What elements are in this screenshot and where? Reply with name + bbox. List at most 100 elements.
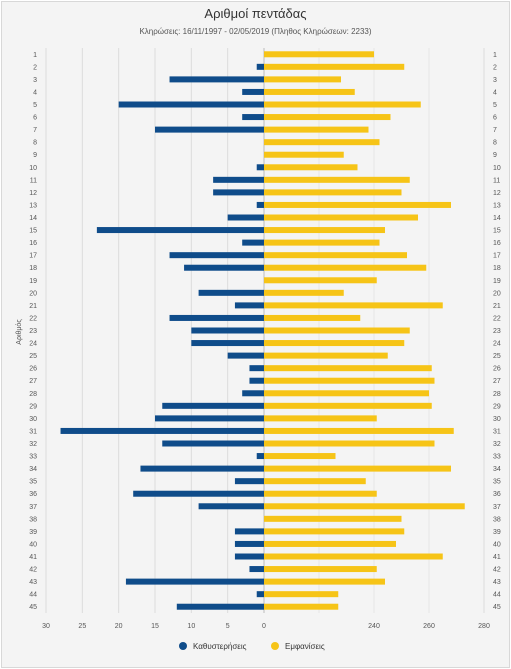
- bar-appearances-8[interactable]: [264, 139, 380, 146]
- bar-appearances-36[interactable]: [264, 490, 377, 497]
- bar-appearances-13[interactable]: [264, 201, 451, 208]
- category-label-right: 38: [493, 516, 501, 523]
- bar-appearances-4[interactable]: [264, 88, 355, 95]
- bar-appearances-9[interactable]: [264, 151, 344, 158]
- legend-item-delays[interactable]: Καθυστερήσεις: [179, 642, 247, 651]
- bar-delays-43[interactable]: [125, 578, 264, 585]
- bar-delays-24[interactable]: [191, 340, 264, 347]
- bar-appearances-1[interactable]: [264, 51, 374, 58]
- bar-appearances-22[interactable]: [264, 314, 361, 321]
- bar-delays-16[interactable]: [242, 239, 264, 246]
- bar-appearances-41[interactable]: [264, 553, 443, 560]
- bar-appearances-33[interactable]: [264, 453, 336, 460]
- bar-delays-7[interactable]: [155, 126, 264, 133]
- bar-appearances-35[interactable]: [264, 478, 366, 485]
- bar-appearances-45[interactable]: [264, 603, 339, 610]
- bar-delays-15[interactable]: [96, 227, 264, 234]
- bar-delays-28[interactable]: [242, 390, 264, 397]
- bar-appearances-6[interactable]: [264, 114, 391, 121]
- bar-appearances-27[interactable]: [264, 377, 435, 384]
- bar-appearances-40[interactable]: [264, 540, 396, 547]
- category-label-left: 5: [33, 102, 37, 109]
- bar-appearances-42[interactable]: [264, 566, 377, 573]
- bar-delays-27[interactable]: [249, 377, 264, 384]
- bar-appearances-26[interactable]: [264, 365, 432, 372]
- bar-delays-44[interactable]: [256, 591, 264, 598]
- bar-appearances-15[interactable]: [264, 227, 385, 234]
- bar-delays-13[interactable]: [256, 201, 264, 208]
- chart-title: Αριθμοί πεντάδας: [204, 6, 307, 21]
- bar-delays-3[interactable]: [169, 76, 264, 83]
- bar-delays-35[interactable]: [234, 478, 264, 485]
- bar-delays-41[interactable]: [234, 553, 264, 560]
- bar-delays-31[interactable]: [60, 427, 265, 434]
- bar-appearances-23[interactable]: [264, 327, 410, 334]
- bar-delays-5[interactable]: [118, 101, 265, 108]
- category-label-right: 19: [493, 278, 501, 285]
- bar-delays-25[interactable]: [227, 352, 264, 359]
- bar-delays-4[interactable]: [242, 88, 264, 95]
- bar-appearances-16[interactable]: [264, 239, 380, 246]
- bar-appearances-25[interactable]: [264, 352, 388, 359]
- category-label-left: 6: [33, 115, 37, 122]
- category-label-right: 45: [493, 604, 501, 611]
- bar-delays-40[interactable]: [234, 540, 264, 547]
- x-tick-label-delays: 10: [187, 623, 195, 630]
- bar-appearances-7[interactable]: [264, 126, 369, 133]
- bar-appearances-38[interactable]: [264, 515, 402, 522]
- bar-appearances-14[interactable]: [264, 214, 418, 221]
- category-label-left: 42: [29, 567, 37, 574]
- bar-delays-23[interactable]: [191, 327, 264, 334]
- bar-delays-37[interactable]: [198, 503, 264, 510]
- bar-delays-12[interactable]: [213, 189, 264, 196]
- bar-appearances-44[interactable]: [264, 591, 339, 598]
- bar-appearances-17[interactable]: [264, 252, 407, 259]
- bar-appearances-29[interactable]: [264, 402, 432, 409]
- bar-appearances-24[interactable]: [264, 340, 405, 347]
- bar-appearances-43[interactable]: [264, 578, 385, 585]
- bar-delays-26[interactable]: [249, 365, 264, 372]
- bar-delays-20[interactable]: [198, 289, 264, 296]
- bar-appearances-10[interactable]: [264, 164, 358, 171]
- bar-appearances-28[interactable]: [264, 390, 429, 397]
- bar-delays-11[interactable]: [213, 176, 264, 183]
- bar-delays-21[interactable]: [234, 302, 264, 309]
- bar-appearances-5[interactable]: [264, 101, 421, 108]
- bar-delays-30[interactable]: [155, 415, 264, 422]
- bar-delays-18[interactable]: [184, 264, 264, 271]
- bar-appearances-39[interactable]: [264, 528, 405, 535]
- bar-delays-32[interactable]: [162, 440, 264, 447]
- bar-appearances-21[interactable]: [264, 302, 443, 309]
- bar-appearances-31[interactable]: [264, 427, 454, 434]
- bar-delays-14[interactable]: [227, 214, 264, 221]
- bar-appearances-11[interactable]: [264, 176, 410, 183]
- bar-delays-17[interactable]: [169, 252, 264, 259]
- bar-delays-45[interactable]: [176, 603, 264, 610]
- bar-appearances-32[interactable]: [264, 440, 435, 447]
- bar-appearances-19[interactable]: [264, 277, 377, 284]
- bar-appearances-37[interactable]: [264, 503, 465, 510]
- bar-appearances-3[interactable]: [264, 76, 341, 83]
- bar-delays-42[interactable]: [249, 566, 264, 573]
- legend: Καθυστερήσεις Εμφανίσεις: [179, 642, 325, 651]
- bar-appearances-34[interactable]: [264, 465, 451, 472]
- bar-delays-29[interactable]: [162, 402, 264, 409]
- bar-delays-10[interactable]: [256, 164, 264, 171]
- category-label-right: 5: [493, 102, 497, 109]
- bar-appearances-20[interactable]: [264, 289, 344, 296]
- legend-item-appearances[interactable]: Εμφανίσεις: [271, 642, 325, 651]
- bar-appearances-12[interactable]: [264, 189, 402, 196]
- category-label-left: 41: [29, 554, 37, 561]
- bar-appearances-2[interactable]: [264, 63, 405, 70]
- bar-delays-39[interactable]: [234, 528, 264, 535]
- bar-delays-6[interactable]: [242, 114, 264, 121]
- bar-appearances-30[interactable]: [264, 415, 377, 422]
- category-label-right: 14: [493, 215, 501, 222]
- bar-delays-2[interactable]: [256, 63, 264, 70]
- bar-delays-34[interactable]: [140, 465, 264, 472]
- bar-appearances-18[interactable]: [264, 264, 427, 271]
- bar-delays-36[interactable]: [133, 490, 264, 497]
- bar-delays-22[interactable]: [169, 314, 264, 321]
- category-label-right: 12: [493, 190, 501, 197]
- bar-delays-33[interactable]: [256, 453, 264, 460]
